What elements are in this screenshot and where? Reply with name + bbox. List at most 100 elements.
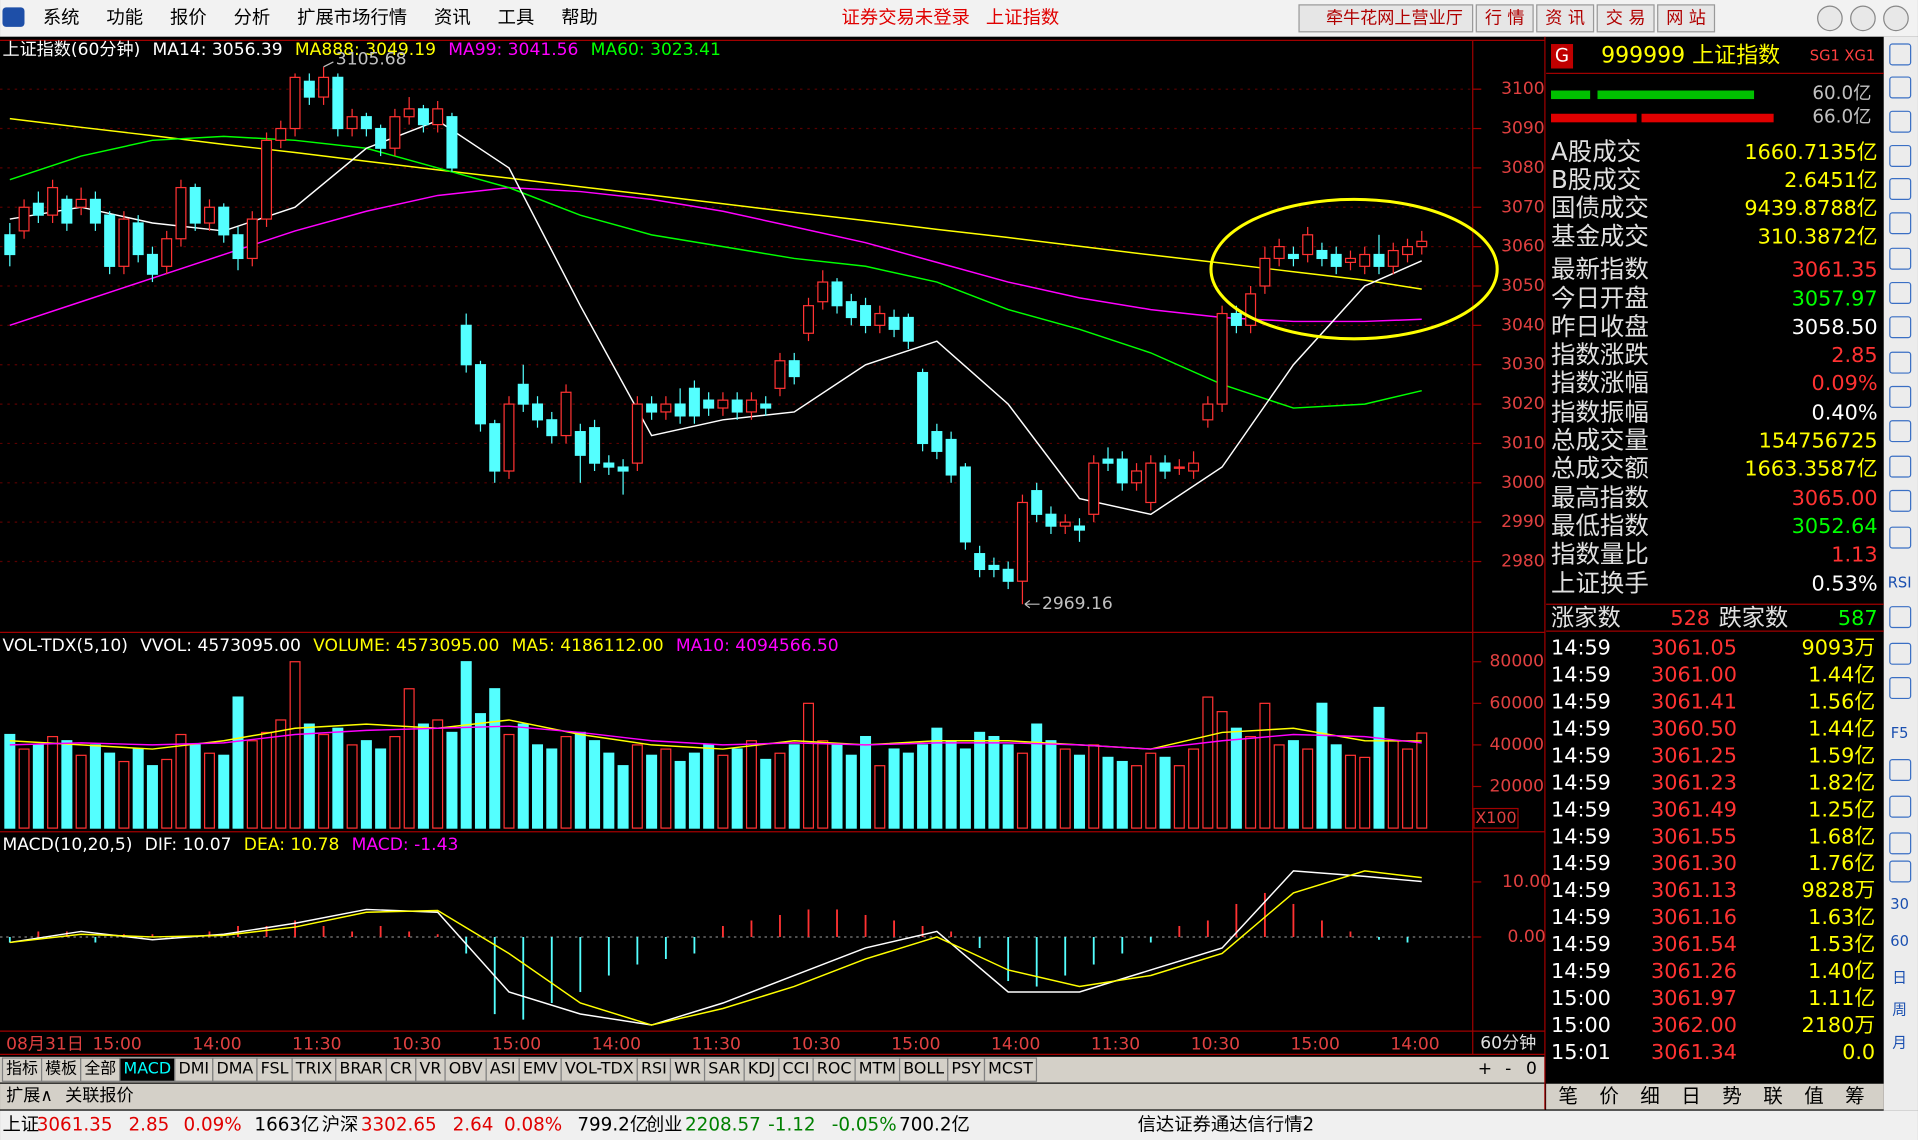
legend-item: MACD: -1.43 (352, 835, 459, 855)
stat-value: 310.3872亿 (1758, 224, 1878, 248)
candle-body (974, 553, 986, 571)
menu-item[interactable]: 资讯 (434, 7, 471, 28)
side-icon-box[interactable] (1889, 110, 1912, 133)
top-button[interactable] (1298, 4, 1474, 33)
bottom-tab[interactable]: 扩展∧ (6, 1086, 53, 1106)
maximize-button[interactable] (1850, 5, 1876, 32)
scroll-button[interactable]: 0 (1526, 1059, 1537, 1079)
volume-bar (745, 740, 757, 829)
menu-item[interactable]: 功能 (106, 7, 143, 28)
indicator-tab-label[interactable]: CCI (783, 1059, 810, 1078)
indicator-tab-label[interactable]: MCST (988, 1059, 1033, 1078)
menu-item[interactable]: 报价 (170, 7, 207, 28)
indicator-tab-label[interactable]: 全部 (84, 1059, 116, 1078)
top-button[interactable] (1657, 4, 1716, 33)
side-icon-box[interactable] (1889, 606, 1912, 629)
indicator-tab-label[interactable]: FSL (261, 1059, 289, 1078)
panel-tab[interactable]: 日 (1681, 1085, 1701, 1108)
menu-item[interactable]: 工具 (498, 7, 535, 28)
indicator-tab-label[interactable]: ROC (817, 1059, 852, 1078)
panel-tab[interactable]: 细 (1640, 1085, 1660, 1108)
indicator-tab-label[interactable]: 模板 (45, 1059, 77, 1078)
status-item: 2208.57 (685, 1114, 761, 1135)
indicator-tab-label[interactable]: EMV (523, 1059, 558, 1078)
side-icon-box[interactable] (1889, 247, 1912, 270)
indicator-tab-label[interactable]: VR (419, 1059, 441, 1078)
side-icon-box[interactable] (1889, 420, 1912, 443)
scroll-button[interactable]: - (1505, 1059, 1511, 1079)
indicator-tab-label[interactable]: DMI (178, 1059, 209, 1078)
side-icon-box[interactable] (1889, 832, 1912, 855)
indicator-tab-label[interactable]: KDJ (748, 1059, 775, 1078)
indicator-tab-label[interactable]: ASI (490, 1059, 516, 1078)
close-button[interactable] (1883, 5, 1909, 32)
top-button-label[interactable]: 牵牛花网上营业厅 (1326, 8, 1463, 28)
side-icon[interactable]: 日 (1892, 970, 1907, 987)
tick-volume: 1.56亿 (1808, 689, 1875, 713)
side-icon-box[interactable] (1889, 43, 1912, 66)
panel-tab[interactable]: 价 (1599, 1085, 1619, 1108)
indicator-tab-label[interactable]: PSY (951, 1059, 981, 1078)
indicator-tab-label[interactable]: VOL-TDX (565, 1059, 634, 1078)
side-icon[interactable]: 60 (1890, 933, 1909, 950)
side-icon[interactable]: 周 (1892, 1001, 1907, 1018)
indicator-tab-label[interactable]: TRIX (295, 1059, 332, 1078)
side-icon-box[interactable] (1889, 677, 1912, 700)
panel-tab[interactable]: 笔 (1558, 1085, 1578, 1108)
panel-tab[interactable]: 联 (1763, 1085, 1783, 1108)
menu-item[interactable]: 系统 (43, 7, 80, 28)
side-icon-box[interactable] (1889, 281, 1912, 304)
menu-item[interactable]: 帮助 (561, 7, 598, 28)
side-icon-box[interactable] (1889, 76, 1912, 99)
legend-item: MA888: 3049.19 (295, 40, 436, 60)
side-icon-box[interactable] (1889, 795, 1912, 818)
indicator-tab[interactable] (983, 1057, 1038, 1082)
side-icon[interactable]: 30 (1890, 896, 1909, 913)
top-button-label[interactable]: 行 情 (1485, 8, 1525, 28)
indicator-tab-label[interactable]: DMA (216, 1059, 253, 1078)
status-item: -1.12 (768, 1114, 815, 1135)
panel-tab[interactable]: 势 (1722, 1085, 1742, 1108)
panel-tab[interactable]: 筹 (1845, 1085, 1865, 1108)
top-button[interactable] (1536, 4, 1595, 33)
indicator-tab-label[interactable]: BOLL (903, 1059, 944, 1078)
indicator-tab-label[interactable]: WR (674, 1059, 701, 1078)
top-button-label[interactable]: 网 站 (1666, 8, 1706, 28)
indicator-tab-label[interactable]: SAR (708, 1059, 740, 1078)
indicator-tab-label[interactable]: 指标 (6, 1059, 38, 1078)
menu-item[interactable]: 扩展市场行情 (297, 7, 407, 28)
side-icon[interactable]: RSI (1888, 574, 1912, 591)
top-button[interactable] (1475, 4, 1534, 33)
indicator-tab-label[interactable]: MTM (859, 1059, 896, 1078)
indicator-tab-label[interactable]: OBV (449, 1059, 483, 1078)
side-icon-box[interactable] (1889, 489, 1912, 512)
top-button-label[interactable]: 交 易 (1606, 8, 1646, 28)
top-button-label[interactable]: 资 讯 (1545, 8, 1585, 28)
side-icon-box[interactable] (1889, 526, 1912, 549)
minimize-button[interactable] (1817, 5, 1843, 32)
bottom-tab[interactable]: 关联报价 (65, 1086, 133, 1106)
scroll-button[interactable]: + (1478, 1059, 1492, 1079)
candle-body (931, 431, 943, 452)
panel-tab[interactable]: 值 (1804, 1085, 1824, 1108)
side-icon-box[interactable] (1889, 758, 1912, 781)
side-icon[interactable]: F5 (1891, 725, 1909, 742)
side-icon-box[interactable] (1889, 860, 1912, 883)
unit-label: X100 (1475, 808, 1516, 827)
side-icon-box[interactable] (1889, 642, 1912, 665)
side-icon-box[interactable] (1889, 316, 1912, 339)
side-icon-box[interactable] (1889, 212, 1912, 235)
indicator-tab-label[interactable]: MACD (124, 1059, 172, 1078)
indicator-tab-label[interactable]: RSI (641, 1059, 667, 1078)
indicator-tab-label[interactable]: BRAR (339, 1059, 382, 1078)
top-button[interactable] (1596, 4, 1655, 33)
tick-time: 15:00 (1551, 986, 1611, 1010)
indicator-tab-label[interactable]: CR (390, 1059, 412, 1078)
side-icon-box[interactable] (1889, 177, 1912, 200)
side-icon-box[interactable] (1889, 385, 1912, 408)
menu-item[interactable]: 分析 (234, 7, 271, 28)
side-icon[interactable]: 月 (1892, 1034, 1907, 1051)
side-icon-box[interactable] (1889, 144, 1912, 167)
side-icon-box[interactable] (1889, 455, 1912, 478)
side-icon-box[interactable] (1889, 351, 1912, 374)
